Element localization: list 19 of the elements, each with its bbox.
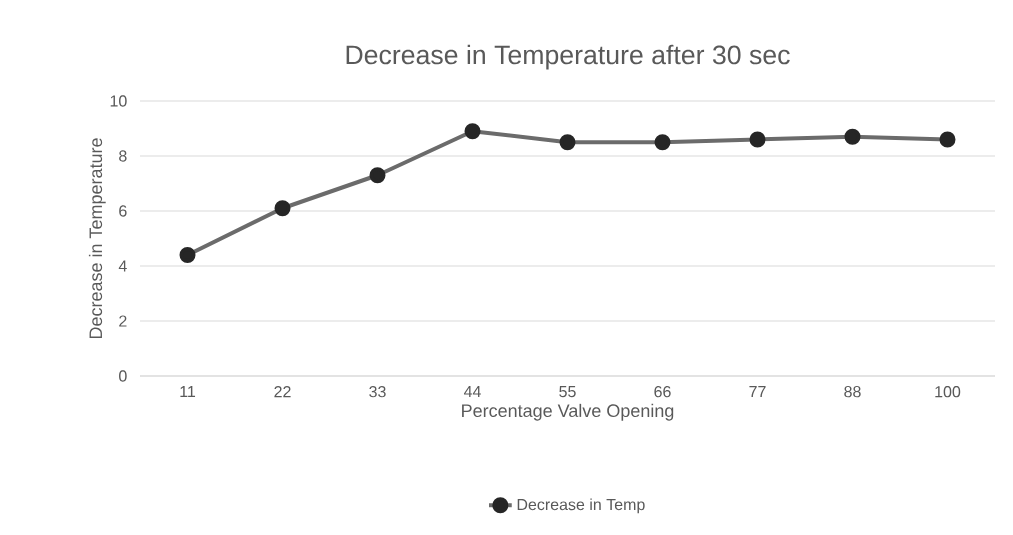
- x-tick-label: 11: [180, 386, 196, 398]
- y-tick-label: 6: [119, 205, 127, 217]
- y-axis-title: Decrease in Temperature: [88, 138, 106, 339]
- x-tick-label: 77: [749, 386, 766, 398]
- x-tick-label: 55: [559, 386, 576, 398]
- x-tick-label: 66: [654, 386, 671, 398]
- x-tick-label: 22: [274, 386, 291, 398]
- x-tick-label: 100: [935, 386, 961, 398]
- y-tick-label: 4: [118, 260, 127, 272]
- y-tick-label: 10: [110, 95, 127, 107]
- chart-title: Decrease in Temperature after 30 sec: [346, 44, 790, 70]
- x-tick-label: 44: [463, 386, 481, 398]
- y-tick-label: 0: [119, 370, 127, 382]
- x-axis-title: Percentage Valve Opening: [462, 403, 674, 421]
- x-tick-label: 33: [369, 386, 386, 398]
- y-tick-label: 8: [119, 150, 127, 162]
- y-tick-label: 2: [119, 315, 127, 327]
- legend-label: Decrease in Temp: [517, 498, 645, 514]
- x-tick-label: 88: [844, 386, 861, 398]
